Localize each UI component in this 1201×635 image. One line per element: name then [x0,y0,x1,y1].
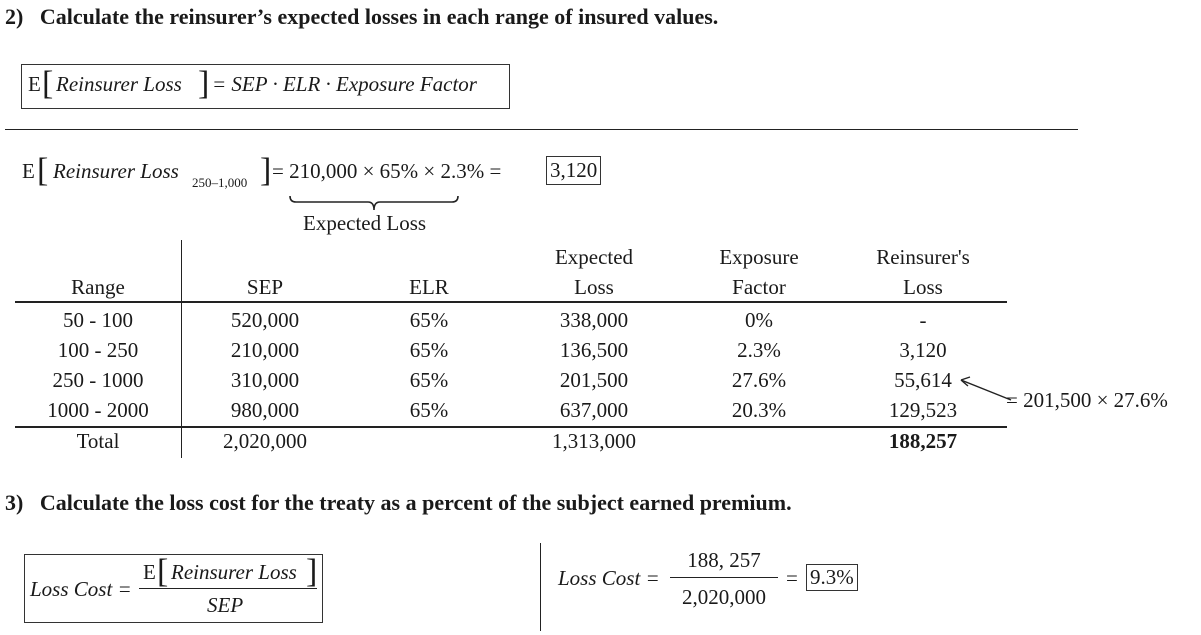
cell-exposure-factor: 0% [745,308,773,332]
formula-reinsurer-loss: Reinsurer Loss [56,72,182,96]
cell-sep: 210,000 [230,338,300,362]
total-range: Total [76,429,120,453]
formula-rhs: = SEP · ELR · Exposure Factor [212,72,477,96]
example-reinsurer-loss: Reinsurer Loss [53,159,179,183]
loss-cost-calc-fraction-bar [670,577,778,578]
cell-sep: 980,000 [230,398,300,422]
cell-sep: 520,000 [230,308,300,332]
cell-exposure-factor: 20.3% [731,398,787,422]
loss-cost-calculation: Loss Cost = 188, 257 2,020,000 = 9.3% [558,548,878,618]
example-bracket-open: [ [37,152,49,189]
header-expected-loss: Expected Loss [554,245,634,299]
loss-cost-denominator: SEP [207,593,244,617]
total-sep: 2,020,000 [223,429,307,453]
loss-cost-calc-lhs: Loss Cost = [558,566,660,590]
table-row: 50 - 100 520,000 65% 338,000 0% - [15,305,1007,335]
cell-elr: 65% [409,308,449,332]
header-range: Range [71,275,125,299]
cell-elr: 65% [409,398,449,422]
loss-cost-calc-equals: = [786,566,798,590]
loss-cost-result: 9.3% [806,564,858,591]
example-range-subscript: 250–1,000 [192,175,248,190]
table-row: 250 - 1000 310,000 65% 201,500 27.6% 55,614 [15,365,1007,395]
header-elr: ELR [409,275,449,299]
annotation-formula: = 201,500 × 27.6% [1006,388,1168,412]
header-exposure-factor: Exposure Factor [719,245,799,299]
total-reinsurers-loss: 188,257 [888,429,958,453]
annotation-arrow [960,376,1012,401]
cell-reinsurers-loss: - [919,308,927,332]
cell-sep: 310,000 [230,368,300,392]
cell-range: 1000 - 2000 [47,398,149,422]
example-bracket-close: ] [260,152,272,189]
cell-expected-loss: 338,000 [559,308,629,332]
expected-loss-table: Range SEP ELR Expected Loss Exposure Facto… [15,240,1010,460]
example-e: E [22,159,35,183]
formula-bracket-open: [ [42,65,54,102]
total-expected-loss: 1,313,000 [552,429,636,453]
cell-range: 100 - 250 [57,338,139,362]
cell-exposure-factor: 2.3% [737,338,781,362]
loss-cost-numerator: E [ Reinsurer Loss ] [143,553,318,590]
table-vertical-divider [181,240,182,458]
formula-e: E [28,72,41,96]
cell-expected-loss: 201,500 [559,368,629,392]
table-row: 1000 - 2000 980,000 65% 637,000 20.3% 129,523 [15,395,1007,425]
loss-cost-calc-denominator: 2,020,000 [682,585,766,609]
header-sep: SEP [246,275,284,299]
cell-reinsurers-loss: 3,120 [899,338,947,362]
table-row: 100 - 250 210,000 65% 136,500 2.3% 3,120 [15,335,1007,365]
cell-elr: 65% [409,338,449,362]
header-reinsurers-loss: Reinsurer's Loss [876,245,970,299]
cell-elr: 65% [409,368,449,392]
cell-expected-loss: 637,000 [559,398,629,422]
table-header-rule [15,301,1007,303]
table-total-rule [15,426,1007,428]
cell-reinsurers-loss: 129,523 [888,398,958,422]
loss-cost-calc-numerator: 188, 257 [687,548,761,572]
expected-loss-brace [289,195,459,211]
cell-exposure-factor: 27.6% [731,368,787,392]
section-divider [5,129,1078,130]
cell-expected-loss: 136,500 [559,338,629,362]
example-result: 3,120 [546,156,602,185]
example-calculation: E [ Reinsurer Loss 250–1,000 ] = 210,000… [22,152,622,197]
loss-cost-fraction-bar [139,588,317,589]
question-2-heading: 2) Calculate the reinsurer’s expected lo… [5,4,719,29]
formula-bracket-close: ] [198,65,210,102]
loss-cost-formula-box: Loss Cost = E [ Reinsurer Loss ] SEP [24,554,323,623]
loss-cost-lhs: Loss Cost = [30,577,132,601]
question-3-heading: 3) Calculate the loss cost for the treat… [5,490,792,515]
q3-vertical-divider [540,543,541,631]
cell-range: 50 - 100 [63,308,133,332]
cell-reinsurers-loss: 55,614 [894,368,952,392]
expected-loss-formula-box: E [ Reinsurer Loss ] = SEP · ELR · Expos… [21,64,510,109]
cell-range: 250 - 1000 [52,368,144,392]
example-rhs: = 210,000 × 65% × 2.3% = [272,159,502,183]
expected-loss-brace-label: Expected Loss [303,211,427,235]
